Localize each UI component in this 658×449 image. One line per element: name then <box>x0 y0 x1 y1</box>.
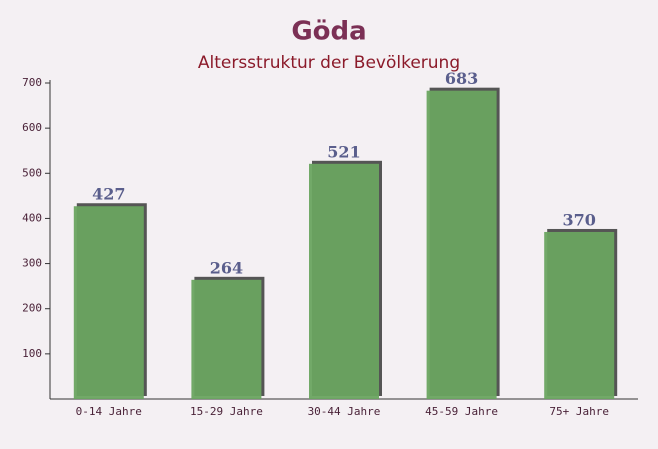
bar <box>73 206 144 399</box>
y-tick-label: 300 <box>22 257 42 270</box>
y-tick-label: 200 <box>22 302 42 315</box>
value-label: 683 <box>445 69 478 88</box>
bar <box>309 163 379 399</box>
chart-subtitle: Altersstruktur der Bevölkerung <box>198 53 460 73</box>
bar <box>191 279 262 399</box>
y-tick-label: 400 <box>22 211 42 224</box>
y-tick-label: 700 <box>22 76 42 89</box>
chart-title: Göda <box>291 17 366 47</box>
value-label: 264 <box>210 258 243 277</box>
x-tick-label: 45-59 Jahre <box>425 405 498 418</box>
y-tick-label: 500 <box>22 166 42 179</box>
bar <box>544 231 615 399</box>
value-label: 370 <box>562 210 595 229</box>
y-tick-label: 100 <box>22 347 42 360</box>
x-tick-label: 75+ Jahre <box>549 405 609 418</box>
value-label: 427 <box>92 185 125 204</box>
x-tick-label: 30-44 Jahre <box>308 405 381 418</box>
y-tick-label: 600 <box>22 121 42 134</box>
value-label: 521 <box>327 142 360 161</box>
x-tick-label: 0-14 Jahre <box>76 405 142 418</box>
x-tick-label: 15-29 Jahre <box>190 405 263 418</box>
bar <box>426 90 497 399</box>
